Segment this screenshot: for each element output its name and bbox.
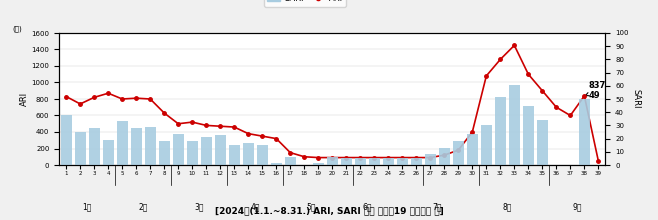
Bar — [522, 106, 534, 165]
Text: 2월: 2월 — [139, 202, 148, 211]
Bar — [172, 134, 184, 165]
Bar — [257, 145, 268, 165]
Bar — [579, 99, 590, 165]
Text: 3월: 3월 — [195, 202, 204, 211]
Bar — [537, 120, 548, 165]
Bar — [467, 134, 478, 165]
Bar — [61, 115, 72, 165]
Text: 7월: 7월 — [432, 202, 442, 211]
Bar — [453, 141, 464, 165]
Bar — [326, 157, 338, 165]
Bar — [89, 128, 100, 165]
Text: 837
49: 837 49 — [586, 81, 606, 101]
Bar — [509, 85, 520, 165]
Y-axis label: ARI: ARI — [20, 92, 29, 106]
Bar — [411, 158, 422, 165]
Bar — [397, 158, 408, 165]
Bar — [495, 97, 506, 165]
Bar — [481, 125, 492, 165]
Bar — [201, 137, 212, 165]
Bar — [131, 128, 142, 165]
Bar — [159, 141, 170, 165]
Bar — [383, 158, 394, 165]
Text: 6월: 6월 — [363, 202, 372, 211]
Text: 4월: 4월 — [251, 202, 260, 211]
Bar — [341, 158, 352, 165]
Legend: SARI, ARI: SARI, ARI — [264, 0, 346, 7]
Text: 5월: 5월 — [307, 202, 316, 211]
Bar — [424, 154, 436, 165]
Bar — [368, 158, 380, 165]
Bar — [145, 127, 156, 165]
Bar — [355, 158, 366, 165]
Bar — [439, 148, 450, 165]
Bar — [215, 135, 226, 165]
Text: (명): (명) — [13, 25, 22, 32]
Bar — [229, 145, 240, 165]
Bar — [243, 143, 254, 165]
Bar — [116, 121, 128, 165]
Y-axis label: SARI: SARI — [632, 89, 640, 109]
Bar — [285, 157, 296, 165]
Text: 8월: 8월 — [503, 202, 512, 211]
Text: [2024년(1.1.~8.31.) ARI, SARI 주별 코로나19 입원환자 수]: [2024년(1.1.~8.31.) ARI, SARI 주별 코로나19 입원… — [215, 207, 443, 216]
Bar — [270, 163, 282, 165]
Bar — [103, 140, 114, 165]
Text: 1월: 1월 — [82, 202, 92, 211]
Bar — [74, 132, 86, 165]
Bar — [187, 141, 198, 165]
Text: 9월: 9월 — [572, 202, 582, 211]
Bar — [313, 163, 324, 165]
